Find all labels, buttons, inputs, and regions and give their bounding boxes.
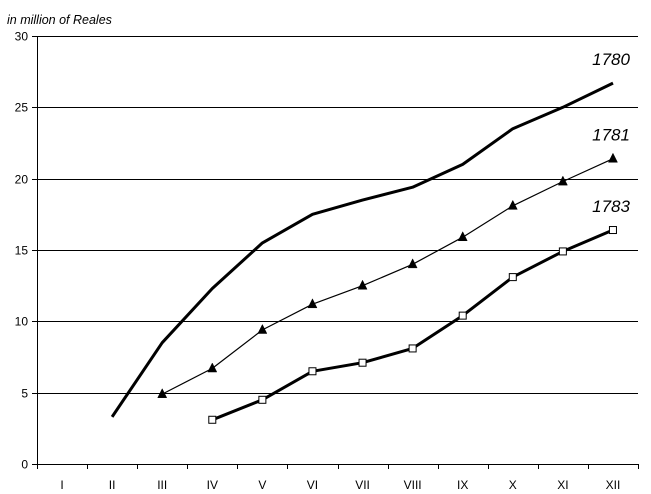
data-point-1783	[508, 273, 517, 282]
data-point-1783	[558, 247, 567, 256]
y-tick-label: 10	[15, 315, 29, 329]
y-tick-label: 15	[15, 244, 29, 258]
unit-label: in million of Reales	[7, 13, 112, 27]
series-line-1780	[110, 81, 614, 418]
data-point-1783	[608, 226, 617, 235]
y-tick-label: 5	[21, 387, 28, 401]
data-point-1783	[458, 311, 467, 320]
y-tick-label: 30	[15, 30, 29, 44]
labels: 1780 1781 1783	[592, 50, 630, 216]
x-tick-label: I	[60, 478, 63, 492]
series-label-1780: 1780	[592, 50, 630, 69]
x-tick-label: III	[157, 478, 167, 492]
x-tick-label: VI	[307, 478, 318, 492]
data-point-1783	[408, 344, 417, 353]
x-tick-label: VIII	[404, 478, 422, 492]
data-point-1781	[157, 388, 168, 398]
y-tick-label: 25	[15, 101, 29, 115]
data-point-1783	[358, 358, 367, 367]
data-point-1781	[407, 258, 418, 269]
data-point-1781	[307, 298, 318, 309]
gridlines	[37, 36, 638, 394]
data-point-1781	[207, 362, 218, 373]
data-point-1783	[308, 367, 317, 376]
x-tick-label: IX	[457, 478, 468, 492]
series-markers	[157, 152, 618, 424]
y-tick-label: 20	[15, 173, 29, 187]
data-point-1781	[357, 279, 368, 290]
x-tick-label: XI	[557, 478, 568, 492]
data-point-1781	[507, 199, 518, 210]
data-point-1781	[257, 323, 268, 334]
data-point-1783	[258, 395, 267, 404]
series-lines	[110, 81, 614, 422]
x-tick-label: X	[509, 478, 517, 492]
x-tick-label: VII	[355, 478, 370, 492]
data-point-1781	[557, 175, 568, 186]
x-tick-label: XII	[606, 478, 621, 492]
series-label-1781: 1781	[592, 126, 630, 145]
data-point-1781	[608, 152, 618, 163]
x-tick-label: II	[109, 478, 116, 492]
y-tick-label: 0	[21, 458, 28, 472]
series-line-1781	[161, 158, 614, 395]
x-tick-label: IV	[207, 478, 218, 492]
data-point-1781	[457, 231, 468, 242]
series-label-1783: 1783	[592, 197, 630, 216]
data-point-1783	[208, 415, 217, 424]
x-tick-label: V	[258, 478, 266, 492]
